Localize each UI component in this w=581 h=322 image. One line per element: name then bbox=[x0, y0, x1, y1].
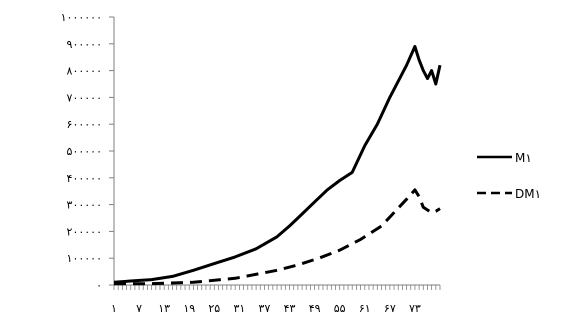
y-axis: ۰ ۱۰۰۰۰۰ ۲۰۰۰۰۰ ۳۰۰۰۰۰ ۴۰۰۰۰۰ ۵۰۰۰۰۰ ۶۰۰۰۰۰ ۷۰۰… bbox=[61, 11, 115, 292]
x-tick-label: ۱۳ bbox=[158, 302, 170, 315]
x-tick-label: ۴۳ bbox=[284, 302, 296, 315]
legend: M۱ DM۱ bbox=[477, 151, 541, 201]
x-tick-label: ۷۳ bbox=[409, 302, 421, 315]
x-tick-label: ۶۷ bbox=[384, 302, 396, 315]
series-line-m1 bbox=[113, 45, 442, 284]
legend-label: DM۱ bbox=[515, 187, 541, 201]
y-tick-label: ۹۰۰۰۰۰ bbox=[67, 38, 102, 51]
x-tick-label: ۵۵ bbox=[334, 302, 346, 315]
series-line-dm1 bbox=[114, 188, 441, 286]
x-tick-label: ۲۵ bbox=[208, 302, 220, 315]
x-tick-label: ۱۹ bbox=[183, 302, 195, 315]
x-tick-label: ۳۷ bbox=[259, 302, 271, 315]
legend-label: M۱ bbox=[515, 151, 532, 165]
y-tick-label: ۵۰۰۰۰۰ bbox=[67, 145, 102, 158]
x-tick-label: ۷ bbox=[136, 302, 142, 315]
y-tick-label: ۶۰۰۰۰۰ bbox=[67, 118, 102, 131]
y-tick-label: ۱۰۰۰۰۰۰ bbox=[61, 11, 102, 24]
x-axis: ۱ ۷ ۱۳ ۱۹ ۲۵ ۳۱ ۳۷ ۴۳ ۴۹ ۵۵ ۶۱ ۶۷ ۷۳ bbox=[111, 284, 441, 315]
x-tick-label: ۴۹ bbox=[309, 302, 321, 315]
plot-series bbox=[113, 45, 442, 286]
x-tick-label: ۱ bbox=[111, 302, 117, 315]
y-tick-label: ۷۰۰۰۰۰ bbox=[67, 91, 102, 104]
y-tick-label: ۳۰۰۰۰۰ bbox=[67, 199, 102, 212]
y-tick-label: ۰ bbox=[96, 279, 102, 292]
y-tick-label: ۸۰۰۰۰۰ bbox=[67, 65, 102, 78]
x-tick-label: ۳۱ bbox=[233, 302, 245, 315]
y-tick-label: ۲۰۰۰۰۰ bbox=[67, 225, 102, 238]
x-tick-label: ۶۱ bbox=[359, 302, 371, 315]
y-tick-label: ۱۰۰۰۰۰ bbox=[67, 252, 102, 265]
y-tick-label: ۴۰۰۰۰۰ bbox=[67, 172, 102, 185]
